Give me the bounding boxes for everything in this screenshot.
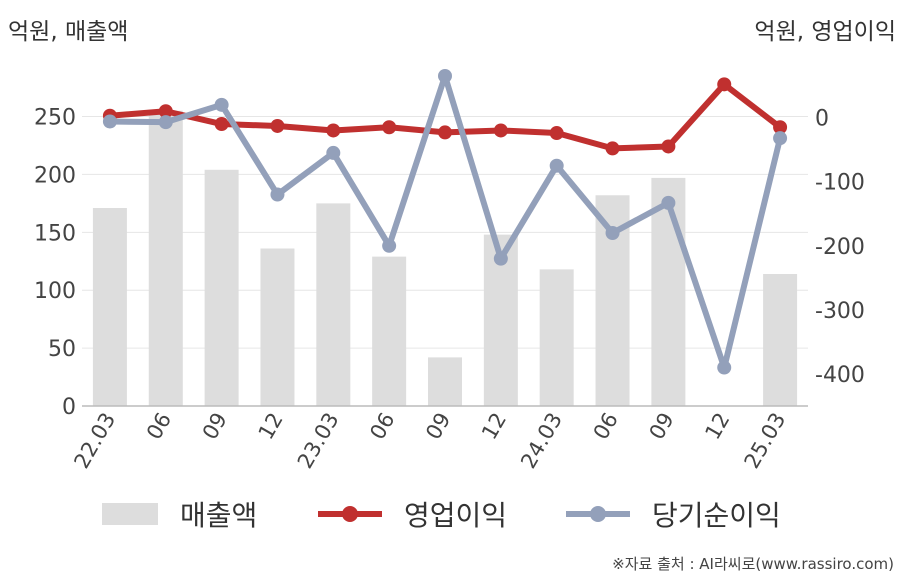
point	[270, 187, 285, 202]
right-tick-label: 0	[815, 107, 829, 132]
left-tick-label: 0	[62, 395, 76, 420]
point	[214, 97, 229, 112]
legend-item-bar: 매출액	[102, 492, 257, 536]
x-tick-label: 09	[198, 409, 232, 444]
bar	[428, 357, 462, 406]
x-axis-ticks: 22.03 06 09 12 23.03 06 09 12 24.03 06 09 12 25.03	[69, 409, 790, 473]
point	[326, 123, 341, 138]
legend-label: 매출액	[180, 499, 258, 532]
point	[438, 69, 452, 83]
x-tick-label: 22.03	[69, 409, 120, 473]
x-tick-label: 25.03	[740, 409, 791, 473]
left-tick-label: 50	[48, 337, 76, 362]
bar	[260, 248, 295, 406]
legend-swatch-bar	[102, 503, 158, 525]
x-tick-label: 23.03	[293, 409, 344, 473]
bar-series	[92, 110, 798, 406]
right-axis-ticks: 0 -100 -200 -300 -400	[815, 107, 865, 388]
point	[605, 141, 620, 156]
point	[661, 139, 676, 154]
point	[493, 123, 508, 138]
legend-item-operating-profit: 영업이익	[318, 492, 507, 536]
left-tick-label: 250	[34, 106, 76, 131]
left-axis-ticks: 0 50 100 150 200 250	[34, 106, 76, 420]
grid-lines	[82, 116, 808, 349]
point	[326, 145, 341, 160]
point	[717, 360, 732, 375]
x-tick-label: 12	[254, 409, 288, 444]
right-axis-unit: 억원, 영업이익	[754, 19, 896, 45]
point	[382, 120, 397, 135]
right-tick-label: -400	[815, 363, 865, 388]
bar	[92, 208, 127, 406]
right-tick-label: -200	[815, 235, 865, 260]
point	[773, 120, 788, 135]
bar	[204, 169, 239, 406]
left-tick-label: 100	[34, 279, 76, 304]
x-tick-label: 06	[365, 409, 399, 444]
legend-label: 당기순이익	[652, 499, 781, 532]
point	[493, 251, 508, 266]
point	[270, 118, 285, 133]
right-tick-label: -300	[815, 299, 865, 324]
x-tick-label: 09	[645, 409, 679, 444]
bar	[372, 256, 407, 406]
x-tick-label: 06	[142, 409, 176, 444]
x-tick-label: 06	[589, 409, 623, 444]
left-tick-label: 150	[34, 221, 76, 246]
line-series	[102, 69, 788, 375]
point	[773, 131, 788, 146]
x-tick-label: 12	[477, 409, 511, 444]
right-tick-label: -100	[815, 171, 865, 196]
bar	[651, 177, 686, 406]
left-tick-label: 200	[34, 163, 76, 188]
legend-swatch-line-red	[318, 503, 382, 525]
left-axis-unit: 억원, 매출액	[8, 19, 129, 45]
point	[438, 125, 452, 140]
legend: 매출액 영업이익 당기순이익	[0, 492, 908, 536]
legend-swatch-line-blue	[566, 503, 630, 525]
point	[158, 104, 173, 119]
point	[382, 238, 397, 253]
point	[102, 114, 117, 129]
bar	[763, 274, 798, 406]
source-note: ※자료 출처 : AI라씨로(www.rassiro.com)	[612, 555, 894, 573]
point	[605, 225, 620, 240]
point	[158, 115, 173, 130]
x-tick-label: 12	[700, 409, 734, 444]
x-tick-label: 09	[421, 409, 455, 444]
legend-item-net-income: 당기순이익	[566, 492, 781, 536]
point	[214, 117, 229, 132]
x-tick-label: 24.03	[516, 409, 567, 473]
point	[549, 126, 564, 141]
point	[717, 77, 732, 92]
legend-label: 영업이익	[404, 499, 508, 532]
point	[661, 195, 676, 210]
point	[549, 158, 564, 173]
bar	[316, 203, 351, 406]
bar	[148, 110, 183, 406]
bar	[539, 269, 574, 406]
